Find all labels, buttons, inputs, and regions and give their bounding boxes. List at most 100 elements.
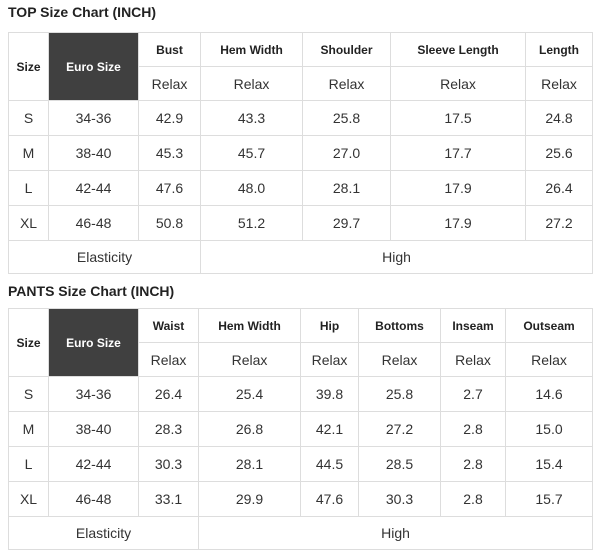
data-cell: 28.1	[198, 446, 301, 482]
data-cell: 2.8	[440, 481, 506, 517]
fit-cell: Relax	[138, 66, 201, 101]
column-header: Bust	[138, 32, 201, 67]
data-cell: 27.2	[525, 205, 593, 241]
data-cell: 2.8	[440, 446, 506, 482]
column-header: Waist	[138, 308, 199, 343]
data-cell: 28.5	[358, 446, 441, 482]
data-cell: L	[8, 170, 49, 206]
data-cell: 50.8	[138, 205, 201, 241]
table-row: L 42-44 30.3 28.1 44.5 28.5 2.8 15.4	[8, 446, 593, 482]
data-cell: 28.3	[138, 411, 199, 447]
euro-size-header: Euro Size	[48, 32, 139, 101]
data-cell: 46-48	[48, 205, 139, 241]
data-cell: 46-48	[48, 481, 139, 517]
data-cell: 38-40	[48, 411, 139, 447]
data-cell: 51.2	[200, 205, 303, 241]
elasticity-value: High	[200, 240, 593, 274]
column-header: Outseam	[505, 308, 593, 343]
size-header: Size	[8, 32, 49, 101]
table-row: M 38-40 28.3 26.8 42.1 27.2 2.8 15.0	[8, 411, 593, 447]
column-header: Hem Width	[198, 308, 301, 343]
data-cell: 29.7	[302, 205, 391, 241]
table-row: Size Euro Size Bust Hem Width Shoulder Sleeve…	[8, 32, 593, 101]
data-cell: 47.6	[138, 170, 201, 206]
fit-cell: Relax	[302, 66, 391, 101]
elasticity-label: Elasticity	[8, 240, 201, 274]
data-cell: 17.9	[390, 170, 526, 206]
fit-cell: Relax	[358, 342, 441, 377]
data-cell: XL	[8, 205, 49, 241]
table-row: L 42-44 47.6 48.0 28.1 17.9 26.4	[8, 170, 593, 206]
elasticity-label: Elasticity	[8, 516, 199, 550]
data-cell: 45.7	[200, 135, 303, 171]
data-cell: 26.4	[525, 170, 593, 206]
fit-cell: Relax	[300, 342, 359, 377]
column-header: Sleeve Length	[390, 32, 526, 67]
elasticity-value: High	[198, 516, 593, 550]
data-cell: 26.4	[138, 376, 199, 412]
data-cell: 45.3	[138, 135, 201, 171]
table-row: S 34-36 42.9 43.3 25.8 17.5 24.8	[8, 100, 593, 136]
column-header: Hip	[300, 308, 359, 343]
data-cell: M	[8, 411, 49, 447]
data-cell: 15.0	[505, 411, 593, 447]
data-cell: 30.3	[358, 481, 441, 517]
fit-cell: Relax	[200, 66, 303, 101]
table-row: Size Euro Size Waist Hem Width Hip Bottoms Ins…	[8, 308, 593, 377]
data-cell: 15.4	[505, 446, 593, 482]
pants-title: PANTS Size Chart (INCH)	[8, 283, 175, 299]
data-cell: 47.6	[300, 481, 359, 517]
data-cell: 33.1	[138, 481, 199, 517]
data-cell: 2.8	[440, 411, 506, 447]
fit-cell: Relax	[440, 342, 506, 377]
data-cell: 43.3	[200, 100, 303, 136]
data-cell: 15.7	[505, 481, 593, 517]
data-cell: 2.7	[440, 376, 506, 412]
data-cell: 44.5	[300, 446, 359, 482]
data-cell: 34-36	[48, 376, 139, 412]
data-cell: 38-40	[48, 135, 139, 171]
table-row: Elasticity High	[8, 240, 593, 274]
table-row: Relax Relax Relax Relax Relax Relax	[9, 342, 593, 377]
data-cell: 28.1	[302, 170, 391, 206]
data-cell: 25.8	[358, 376, 441, 412]
data-cell: 42-44	[48, 446, 139, 482]
data-cell: 25.8	[302, 100, 391, 136]
data-cell: 42-44	[48, 170, 139, 206]
data-cell: XL	[8, 481, 49, 517]
table-row: XL 46-48 33.1 29.9 47.6 30.3 2.8 15.7	[8, 481, 593, 517]
data-cell: 30.3	[138, 446, 199, 482]
data-cell: S	[8, 100, 49, 136]
column-header: Length	[525, 32, 593, 67]
fit-cell: Relax	[138, 342, 199, 377]
column-header: Inseam	[440, 308, 506, 343]
data-cell: 14.6	[505, 376, 593, 412]
data-cell: 48.0	[200, 170, 303, 206]
data-cell: 26.8	[198, 411, 301, 447]
table-row: Relax Relax Relax Relax Relax	[9, 66, 593, 101]
data-cell: 25.6	[525, 135, 593, 171]
fit-cell: Relax	[390, 66, 526, 101]
data-cell: S	[8, 376, 49, 412]
fit-cell: Relax	[198, 342, 301, 377]
data-cell: 25.4	[198, 376, 301, 412]
data-cell: 34-36	[48, 100, 139, 136]
data-cell: 39.8	[300, 376, 359, 412]
table-row: XL 46-48 50.8 51.2 29.7 17.9 27.2	[8, 205, 593, 241]
data-cell: 42.1	[300, 411, 359, 447]
table-row: M 38-40 45.3 45.7 27.0 17.7 25.6	[8, 135, 593, 171]
data-cell: 24.8	[525, 100, 593, 136]
table-row: Elasticity High	[8, 516, 593, 550]
data-cell: 42.9	[138, 100, 201, 136]
top-size-table: Size Euro Size Bust Hem Width Shoulder Sleeve…	[8, 32, 593, 274]
data-cell: L	[8, 446, 49, 482]
data-cell: 27.0	[302, 135, 391, 171]
data-cell: M	[8, 135, 49, 171]
pants-size-table: Size Euro Size Waist Hem Width Hip Bottoms Ins…	[8, 308, 593, 550]
column-header: Bottoms	[358, 308, 441, 343]
column-header: Shoulder	[302, 32, 391, 67]
top-title: TOP Size Chart (INCH)	[8, 4, 157, 20]
table-row: S 34-36 26.4 25.4 39.8 25.8 2.7 14.6	[8, 376, 593, 412]
size-header: Size	[8, 308, 49, 377]
